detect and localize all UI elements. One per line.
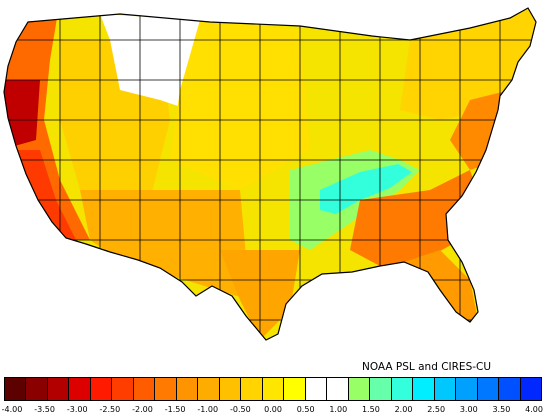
legend-tick-label: -3.50 (34, 405, 55, 414)
legend-tick-label: -2.50 (99, 405, 121, 414)
region-central-plains (170, 20, 310, 190)
legend-swatch (133, 378, 156, 400)
division-borders (4, 8, 536, 340)
legend-tick-label: 1.50 (361, 405, 380, 414)
region-northern-plains (100, 14, 200, 110)
legend-tick-label: 3.50 (492, 405, 511, 414)
legend-tick-label: -2.00 (132, 405, 153, 414)
region-southwest (80, 190, 250, 300)
color-legend-ticks: -4.00 -3.50 -3.00 -2.50 -2.00 -1.50 -1.00 -0.50… (1, 405, 543, 419)
region-tennessee-valley (320, 164, 412, 214)
region-northern-california-coast (4, 80, 40, 150)
legend-swatch (456, 378, 478, 400)
color-legend-bar (4, 377, 542, 401)
credit-text: NOAA PSL and CIRES-CU (362, 361, 492, 373)
legend-swatch (348, 378, 371, 400)
legend-swatch (5, 378, 27, 400)
legend-tick-label: 1.00 (329, 405, 348, 414)
region-southeast-coast (350, 170, 480, 266)
us-climate-division-map (3, 7, 537, 341)
legend-tick-label: 3.00 (459, 405, 478, 414)
legend-swatch (284, 378, 306, 400)
legend-swatch (499, 378, 521, 400)
us-outline (3, 7, 537, 341)
legend-swatch (434, 378, 457, 400)
legend-swatch (112, 378, 134, 400)
legend-tick-label: 0.50 (296, 405, 315, 414)
legend-swatch (370, 378, 392, 400)
legend-tick-label: 0.00 (264, 405, 282, 414)
legend-swatch (413, 378, 435, 400)
legend-swatch (176, 378, 199, 400)
legend-tick-label: 2.00 (394, 405, 413, 414)
legend-tick-label: 4.00 (525, 405, 543, 414)
legend-tick-label: -4.00 (1, 405, 23, 414)
legend-tick-label: 2.50 (427, 405, 446, 414)
legend-swatch (305, 378, 328, 400)
legend-swatch (520, 378, 542, 400)
legend-swatch (90, 378, 113, 400)
legend-swatch (391, 378, 414, 400)
legend-swatch (327, 378, 349, 400)
legend-swatch (219, 378, 242, 400)
legend-swatch (262, 378, 285, 400)
legend-swatch (477, 378, 500, 400)
legend-swatch (47, 378, 70, 400)
legend-swatch (155, 378, 177, 400)
legend-tick-label: -1.50 (164, 405, 186, 414)
legend-swatch (26, 378, 48, 400)
legend-swatch (69, 378, 91, 400)
legend-tick-label: -0.50 (230, 405, 251, 414)
legend-tick-label: -1.00 (197, 405, 219, 414)
legend-tick-label: -3.00 (66, 405, 88, 414)
legend-swatch (241, 378, 263, 400)
legend-swatch (198, 378, 220, 400)
region-florida (404, 250, 480, 330)
